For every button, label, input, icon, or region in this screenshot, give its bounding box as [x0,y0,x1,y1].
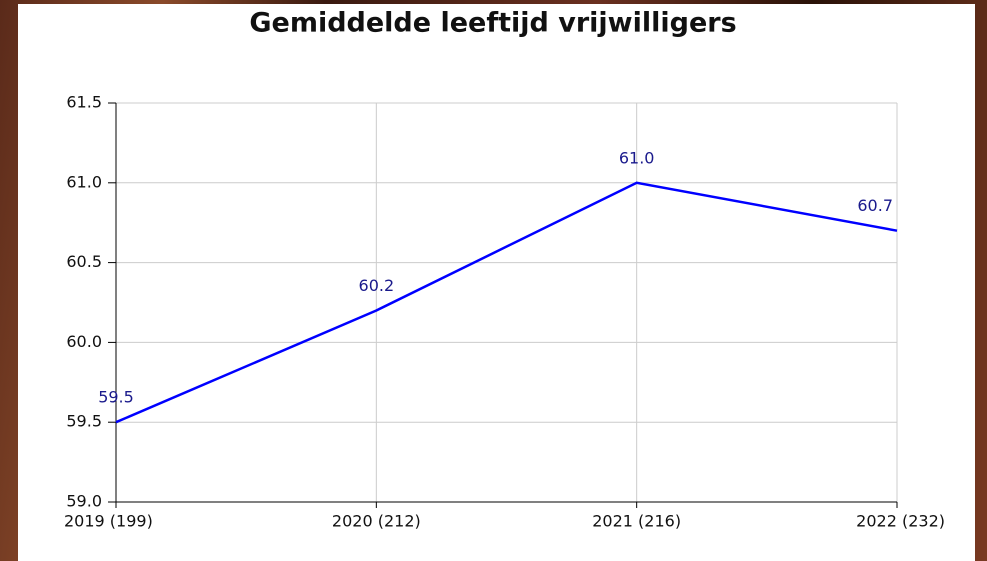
value-label: 59.5 [98,388,134,407]
y-tick-label: 61.0 [66,172,102,191]
y-tick-label: 59.0 [66,492,102,511]
chart-title: Gemiddelde leeftijd vrijwilligers [249,8,736,39]
value-label: 61.0 [619,148,655,167]
y-tick-label: 59.5 [66,412,102,431]
x-tick-label: 2021 (216) [592,512,681,531]
x-tick-label: 2020 (212) [332,512,421,531]
data-line [115,181,898,424]
value-label: 60.7 [857,196,893,215]
chart-panel [18,4,975,561]
y-tick-label: 61.5 [66,93,102,112]
y-tick-label: 60.5 [66,252,102,271]
y-tick-label: 60.0 [66,332,102,351]
value-label: 60.2 [359,276,395,295]
x-tick-label: 2019 (199) [64,512,153,531]
x-tick-label: 2022 (232) [856,512,945,531]
